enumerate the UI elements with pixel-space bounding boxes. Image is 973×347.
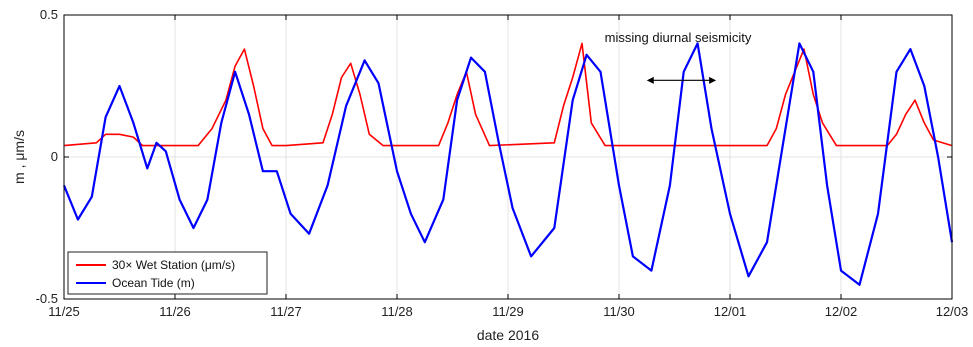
annotation: missing diurnal seismicity — [605, 30, 752, 84]
x-tick-label: 11/29 — [492, 304, 524, 319]
x-tick-label: 12/02 — [825, 304, 858, 319]
legend-box — [67, 251, 268, 295]
annotation-arrowhead-right — [709, 76, 717, 84]
x-tick-label: 12/01 — [714, 304, 747, 319]
series-lines — [62, 42, 954, 286]
axis-ticks: 11/25 11/26 11/27 11/28 11/29 11/30 12/01 12/02… — [36, 7, 969, 319]
series-wet-station-line — [63, 42, 953, 147]
x-axis-label: date 2016 — [477, 327, 539, 343]
series-ocean-tide-line — [62, 42, 954, 286]
legend-label-wet-station: 30× Wet Station (μm/s) — [112, 258, 235, 272]
y-tick-label: 0.5 — [40, 7, 58, 22]
x-tick-label: 11/28 — [381, 304, 413, 319]
grid-lines — [64, 15, 952, 299]
y-tick-label: -0.5 — [36, 291, 58, 306]
annotation-text: missing diurnal seismicity — [605, 30, 752, 45]
x-tick-label: 11/30 — [603, 304, 635, 319]
legend: 30× Wet Station (μm/s) Ocean Tide (m) — [67, 251, 268, 295]
y-tick-label: 0 — [51, 149, 58, 164]
legend-label-ocean-tide: Ocean Tide (m) — [112, 276, 195, 290]
x-tick-label: 11/25 — [48, 304, 80, 319]
x-tick-label: 11/27 — [270, 304, 302, 319]
annotation-arrowhead-left — [646, 76, 654, 84]
x-tick-label: 12/03 — [936, 304, 969, 319]
x-tick-label: 11/26 — [159, 304, 191, 319]
y-axis-label: m , μm/s — [11, 130, 27, 184]
